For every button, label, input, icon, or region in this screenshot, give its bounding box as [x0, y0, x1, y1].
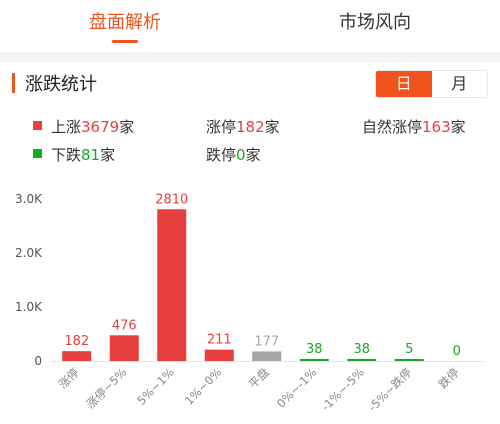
- stat-down-suffix: 家: [100, 146, 116, 164]
- section-title: 涨跌统计: [25, 74, 97, 95]
- bar: [109, 335, 139, 361]
- bar: [204, 349, 234, 361]
- down-legend-square-icon: [33, 149, 42, 158]
- section-divider: [0, 52, 500, 62]
- bar-value-label: 38: [353, 342, 370, 357]
- bar: [157, 209, 187, 361]
- y-tick-label: 3.0K: [15, 192, 43, 206]
- x-category-label: 涨停: [56, 365, 82, 391]
- stat-up-prefix: 上涨: [51, 118, 82, 136]
- stat-up-value: 3679: [81, 118, 120, 136]
- bar-value-label: 182: [64, 334, 89, 349]
- section-header: 涨跌统计 日 月: [0, 62, 500, 104]
- x-category-label: -1%~-5%: [318, 365, 366, 413]
- period-day-button[interactable]: 日: [376, 71, 432, 97]
- section-accent-bar: [12, 73, 15, 93]
- stat-limit-down-value: 0: [236, 146, 246, 164]
- stat-up: 上涨3679家: [33, 116, 134, 137]
- period-month-button[interactable]: 月: [451, 74, 468, 93]
- bar-value-label: 2810: [155, 192, 188, 207]
- x-category-label: 涨停~5%: [83, 365, 129, 411]
- x-category-label: 1%~0%: [182, 365, 225, 408]
- bar-value-label: 38: [306, 342, 323, 357]
- up-legend-square-icon: [33, 121, 42, 130]
- bar: [394, 359, 424, 361]
- x-category-label: 跌停: [436, 365, 462, 391]
- x-category-label: 平盘: [246, 365, 272, 391]
- bar-value-label: 0: [453, 344, 461, 359]
- stats-summary: 上涨3679家 涨停182家 自然涨停163家 下跌81家 跌停0家: [0, 112, 500, 172]
- top-tabs: 盘面解析 市场风向: [0, 0, 500, 52]
- y-tick-label: 2.0K: [15, 246, 43, 260]
- bar-value-label: 211: [207, 333, 232, 348]
- stat-limit-up-prefix: 涨停: [206, 118, 237, 136]
- stat-limit-up-value: 182: [236, 118, 265, 136]
- stat-limit-up: 涨停182家: [206, 116, 280, 137]
- bar-value-label: 5: [405, 342, 413, 357]
- stat-natural-limit-up-value: 163: [422, 118, 451, 136]
- y-tick-label: 0: [34, 354, 42, 368]
- stat-down-prefix: 下跌: [51, 146, 82, 164]
- x-category-label: -5%~跌停: [366, 365, 415, 414]
- y-tick-label: 1.0K: [15, 300, 43, 314]
- stat-natural-limit-up: 自然涨停163家: [362, 116, 466, 137]
- period-toggle: 日 月: [375, 70, 488, 98]
- stat-up-suffix: 家: [119, 118, 135, 136]
- stat-limit-down: 跌停0家: [206, 144, 261, 165]
- bar: [347, 358, 377, 361]
- tab-market-trend[interactable]: 市场风向: [339, 12, 411, 33]
- stat-natural-limit-up-suffix: 家: [450, 118, 466, 136]
- stat-natural-limit-up-prefix: 自然涨停: [362, 118, 423, 136]
- tab-market-analysis[interactable]: 盘面解析: [0, 0, 250, 52]
- x-category-label: 5%~1%: [134, 365, 177, 408]
- bar-value-label: 177: [254, 334, 279, 349]
- bar: [299, 358, 329, 361]
- stat-limit-down-prefix: 跌停: [206, 146, 237, 164]
- bar: [62, 351, 92, 361]
- stat-down-value: 81: [81, 146, 101, 164]
- distribution-bar-chart: 0 1.0K 2.0K 3.0K 182 涨停 476 涨停~5% 2810 5%~1% 211 1%…: [15, 192, 484, 414]
- bar-value-label: 476: [112, 318, 137, 333]
- bar: [252, 351, 282, 361]
- stat-limit-up-suffix: 家: [264, 118, 280, 136]
- x-category-label: 0%~-1%: [274, 365, 319, 410]
- stat-limit-down-suffix: 家: [245, 146, 261, 164]
- stat-down: 下跌81家: [33, 144, 115, 165]
